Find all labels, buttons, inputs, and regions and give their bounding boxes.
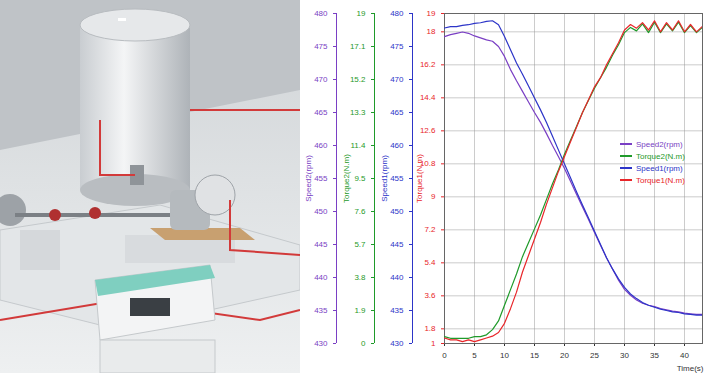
svg-text:450: 450	[314, 207, 328, 216]
svg-text:480: 480	[390, 9, 404, 18]
html-text:Speed1(rpm): Speed1(rpm)	[636, 163, 683, 173]
svg-text:11.4: 11.4	[351, 141, 367, 150]
svg-text:18: 18	[427, 27, 436, 36]
svg-text:1.9: 1.9	[354, 306, 366, 315]
svg-text:1: 1	[431, 339, 436, 348]
svg-text:445: 445	[390, 240, 404, 249]
svg-text:12.6: 12.6	[420, 126, 436, 135]
svg-text:0: 0	[442, 351, 447, 360]
svg-text:465: 465	[314, 108, 328, 117]
svg-text:460: 460	[390, 141, 404, 150]
svg-text:35: 35	[650, 351, 659, 360]
svg-text:20: 20	[560, 351, 569, 360]
svg-text:435: 435	[390, 306, 404, 315]
svg-text:Torque2(N.m): Torque2(N.m)	[342, 154, 351, 203]
svg-text:40: 40	[680, 351, 689, 360]
svg-text:7.2: 7.2	[424, 225, 436, 234]
svg-text:470: 470	[314, 75, 328, 84]
svg-text:17.1: 17.1	[350, 42, 366, 51]
svg-text:19: 19	[357, 9, 366, 18]
svg-text:430: 430	[314, 339, 328, 348]
svg-text:14.4: 14.4	[420, 93, 436, 102]
svg-text:15: 15	[530, 351, 539, 360]
svg-text:5.4: 5.4	[424, 258, 436, 267]
svg-text:Speed2(rpm): Speed2(rpm)	[304, 155, 313, 202]
svg-text:9.5: 9.5	[354, 174, 366, 183]
svg-text:430: 430	[390, 339, 404, 348]
svg-text:5.7: 5.7	[354, 240, 366, 249]
svg-text:Torque1(N.m): Torque1(N.m)	[415, 154, 424, 203]
svg-text:13.3: 13.3	[350, 108, 366, 117]
svg-text:30: 30	[620, 351, 629, 360]
svg-text:7.6: 7.6	[354, 207, 366, 216]
svg-text:10.8: 10.8	[419, 159, 436, 169]
svg-text:0: 0	[361, 339, 366, 348]
svg-text:455: 455	[390, 174, 404, 183]
html-text:Torque2(N.m): Torque2(N.m)	[636, 151, 685, 161]
svg-text:19: 19	[427, 9, 436, 18]
svg-text:16.2: 16.2	[420, 60, 436, 69]
svg-text:480: 480	[314, 9, 328, 18]
svg-text:15.2: 15.2	[350, 75, 366, 84]
svg-text:465: 465	[390, 108, 404, 117]
svg-text:10: 10	[500, 351, 509, 360]
svg-text:450: 450	[390, 207, 404, 216]
svg-text:455: 455	[314, 174, 328, 183]
svg-text:Speed1(rpm): Speed1(rpm)	[380, 155, 389, 202]
svg-text:460: 460	[314, 141, 328, 150]
svg-text:435: 435	[314, 306, 328, 315]
svg-text:1.8: 1.8	[424, 324, 436, 333]
svg-text:Time(s): Time(s)	[677, 364, 704, 373]
html-text:Speed2(rpm): Speed2(rpm)	[636, 139, 683, 149]
svg-text:3.6: 3.6	[424, 291, 436, 300]
svg-text:470: 470	[390, 75, 404, 84]
html-text:Torque1(N.m): Torque1(N.m)	[636, 175, 685, 185]
svg-text:475: 475	[390, 42, 404, 51]
svg-text:9: 9	[431, 192, 436, 201]
svg-text:25: 25	[590, 351, 599, 360]
svg-text:475: 475	[314, 42, 328, 51]
svg-text:440: 440	[314, 273, 328, 282]
svg-text:5: 5	[472, 351, 477, 360]
svg-text:3.8: 3.8	[354, 273, 366, 282]
svg-text:440: 440	[390, 273, 404, 282]
svg-text:445: 445	[314, 240, 328, 249]
